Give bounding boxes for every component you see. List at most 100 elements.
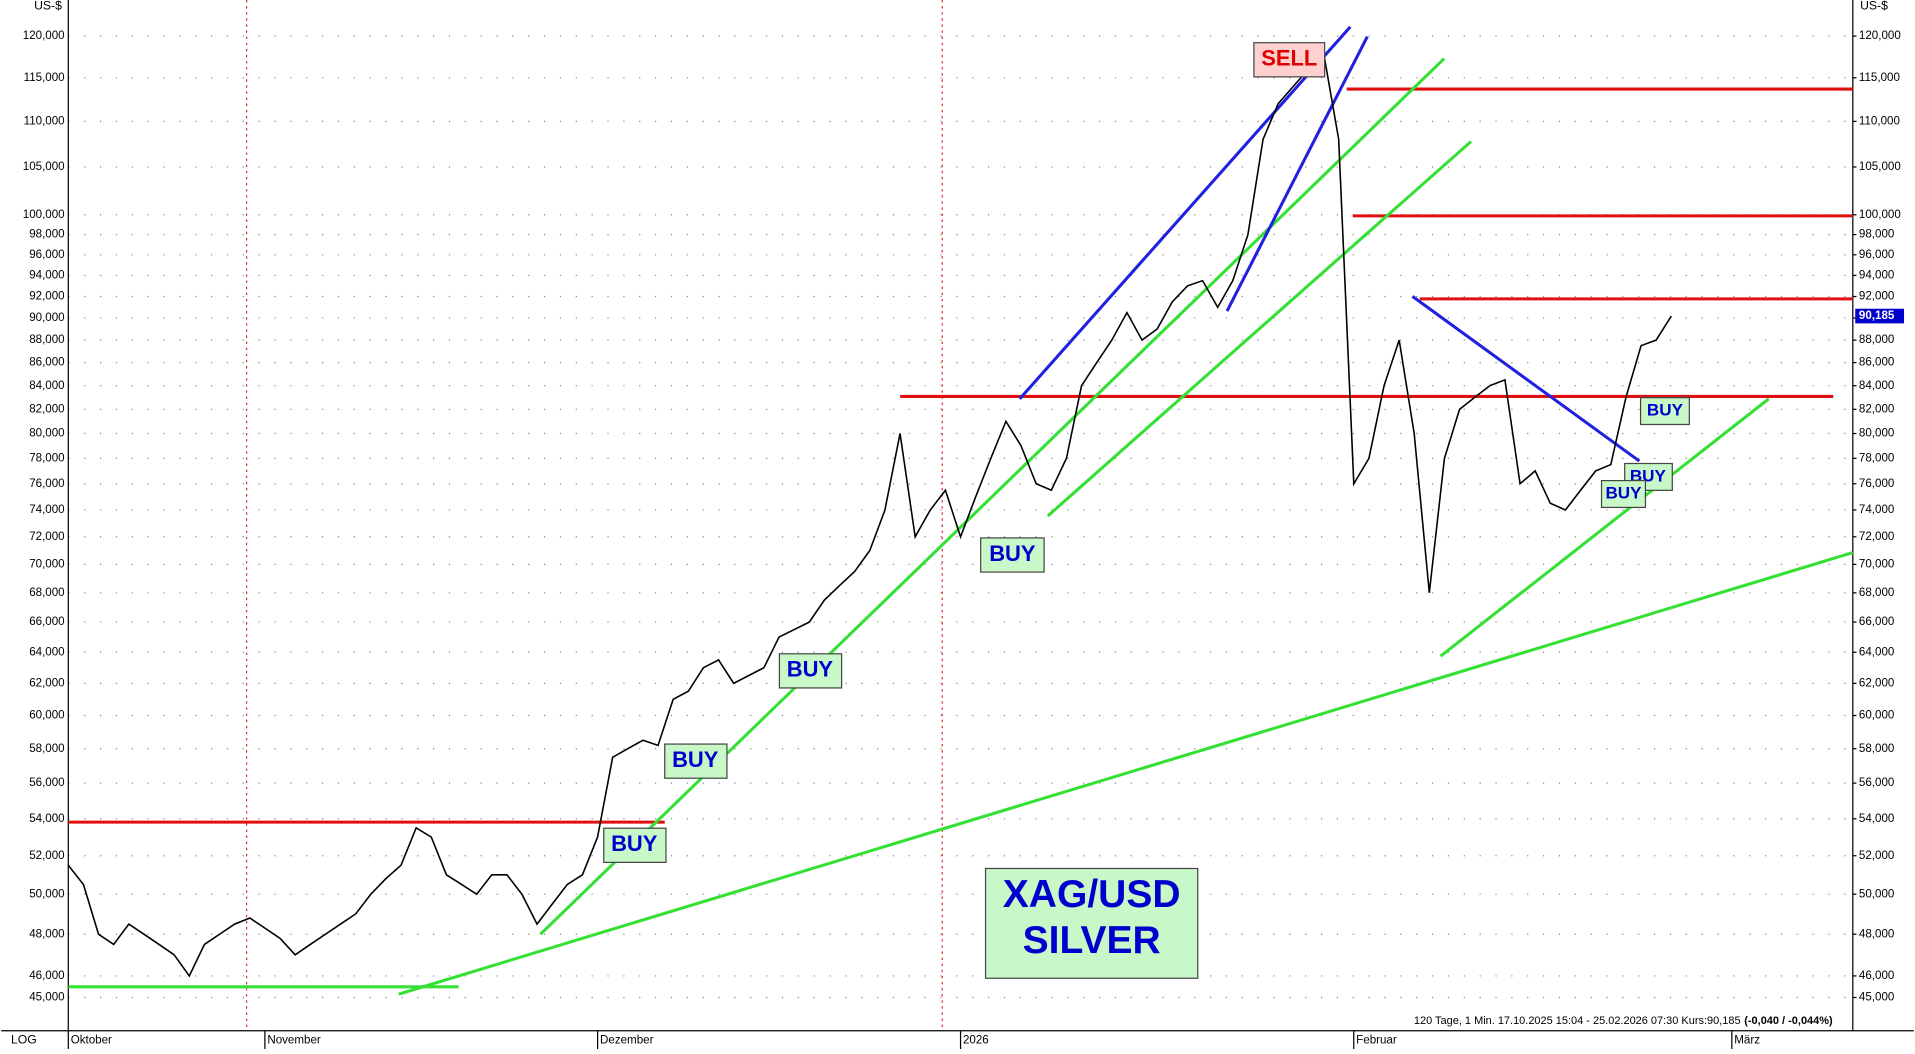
y-tick-label-right: 98,000 — [1859, 229, 1894, 241]
buy-label: BUY — [787, 657, 834, 682]
price-line — [67, 50, 1672, 978]
y-tick-label: 88,000 — [29, 334, 64, 346]
chart-subtitle: SILVER — [1023, 919, 1161, 962]
y-tick-label: 56,000 — [29, 777, 64, 789]
y-tick-label-right: 96,000 — [1859, 249, 1894, 261]
y-tick-label-right: 52,000 — [1859, 850, 1894, 862]
y-tick-label-right: 84,000 — [1859, 380, 1894, 392]
y-tick-label-right: 60,000 — [1859, 710, 1894, 722]
x-tick-label: Dezember — [600, 1035, 654, 1047]
y-unit: US-$ — [34, 0, 62, 12]
title-box — [984, 867, 1199, 979]
x-tick-label: November — [267, 1035, 321, 1047]
grid — [68, 0, 1853, 1031]
buy-box — [603, 827, 667, 863]
y-tick-label-right: 88,000 — [1859, 334, 1894, 346]
y-tick-label: 74,000 — [29, 504, 64, 516]
info: 120 Tage, 1 Min. 17.10.2025 15:04 - 25.0… — [1414, 1015, 1741, 1027]
buy-label: BUY — [989, 541, 1036, 566]
buy-box — [778, 653, 843, 689]
y-tick-label-right: 72,000 — [1859, 531, 1894, 543]
y-tick-label-right: 54,000 — [1859, 813, 1894, 825]
y-tick-label: 62,000 — [29, 677, 64, 689]
y-tick-label-right: 80,000 — [1859, 428, 1894, 440]
x-tick-label: 2026 — [963, 1035, 989, 1047]
trend-line — [1018, 25, 1352, 400]
y-tick-label: 58,000 — [29, 743, 64, 755]
y-tick-label: 92,000 — [29, 291, 64, 303]
y-tick-label-right: 70,000 — [1859, 558, 1894, 570]
y-tick-label: 50,000 — [29, 888, 64, 900]
y-tick-label: 66,000 — [29, 616, 64, 628]
change: (-0,040 / -0,044%) — [1744, 1015, 1833, 1027]
trend-lines — [68, 25, 1854, 996]
y-tick-label: 115,000 — [24, 72, 65, 84]
last-value-box — [1855, 308, 1905, 324]
y-tick-label: 110,000 — [24, 115, 65, 127]
y-tick-label: 94,000 — [29, 270, 64, 282]
y-tick-label-right: 56,000 — [1859, 777, 1894, 789]
y-unit-right: US-$ — [1860, 0, 1888, 12]
y-tick-label: 72,000 — [29, 531, 64, 543]
trend-line — [1411, 295, 1641, 463]
buy-box — [1600, 479, 1647, 509]
y-tick-label-right: 78,000 — [1859, 452, 1894, 464]
y-tick-label-right: 46,000 — [1859, 970, 1894, 982]
y-tick-label-right: 82,000 — [1859, 403, 1894, 415]
y-tick-label: 48,000 — [29, 928, 64, 940]
y-tick-label: 90,000 — [29, 312, 64, 324]
support-line — [1046, 140, 1473, 518]
support-line — [1439, 397, 1770, 658]
buy-box — [664, 743, 728, 779]
y-tick-label-right: 50,000 — [1859, 888, 1894, 900]
y-tick-label: 45,000 — [29, 992, 64, 1004]
y-tick-label: 84,000 — [29, 380, 64, 392]
buy-box — [1639, 397, 1690, 426]
last-value-label: 90,185 — [1859, 310, 1895, 322]
y-tick-label: 68,000 — [29, 587, 64, 599]
trend-line — [1225, 35, 1369, 312]
y-tick-label: 100,000 — [23, 209, 65, 221]
y-tick-label-right: 92,000 — [1859, 291, 1894, 303]
sell-box — [1253, 42, 1326, 78]
y-tick-label: 98,000 — [29, 229, 64, 241]
chart-title: XAG/USD — [1003, 873, 1181, 916]
x-tick-label: Oktober — [71, 1035, 112, 1047]
y-tick-label-right: 100,000 — [1859, 209, 1901, 221]
y-tick-label: 52,000 — [29, 850, 64, 862]
y-tick-label-right: 68,000 — [1859, 587, 1894, 599]
y-tick-label: 46,000 — [29, 970, 64, 982]
buy-label: BUY — [1605, 484, 1642, 503]
buy-label: BUY — [1647, 401, 1684, 420]
y-tick-label: 96,000 — [29, 249, 64, 261]
support-line — [398, 551, 1854, 996]
y-tick-label: 64,000 — [29, 646, 64, 658]
y-tick-label: 70,000 — [29, 558, 64, 570]
y-tick-label-right: 64,000 — [1859, 646, 1894, 658]
y-tick-label: 120,000 — [23, 30, 65, 42]
y-tick-label: 82,000 — [29, 403, 64, 415]
y-tick-label: 80,000 — [29, 428, 64, 440]
y-tick-label-right: 120,000 — [1859, 30, 1901, 42]
x-tick-label: Februar — [1356, 1035, 1397, 1047]
y-tick-label-right: 48,000 — [1859, 928, 1894, 940]
x-tick-label: März — [1734, 1035, 1760, 1047]
y-tick-label-right: 105,000 — [1859, 161, 1901, 173]
y-tick-label: 54,000 — [29, 813, 64, 825]
support-line — [539, 57, 1446, 936]
y-tick-label: 60,000 — [29, 710, 64, 722]
y-tick-label-right: 76,000 — [1859, 478, 1894, 490]
y-tick-label: 76,000 — [29, 478, 64, 490]
y-tick-label-right: 86,000 — [1859, 357, 1894, 369]
y-tick-label-right: 94,000 — [1859, 270, 1894, 282]
buy-box — [980, 537, 1045, 573]
y-tick-label: 86,000 — [29, 357, 64, 369]
y-tick-label-right: 110,000 — [1859, 115, 1900, 127]
y-tick-label-right: 62,000 — [1859, 677, 1894, 689]
scale-label: LOG — [11, 1033, 37, 1047]
buy-label: BUY — [672, 747, 719, 772]
